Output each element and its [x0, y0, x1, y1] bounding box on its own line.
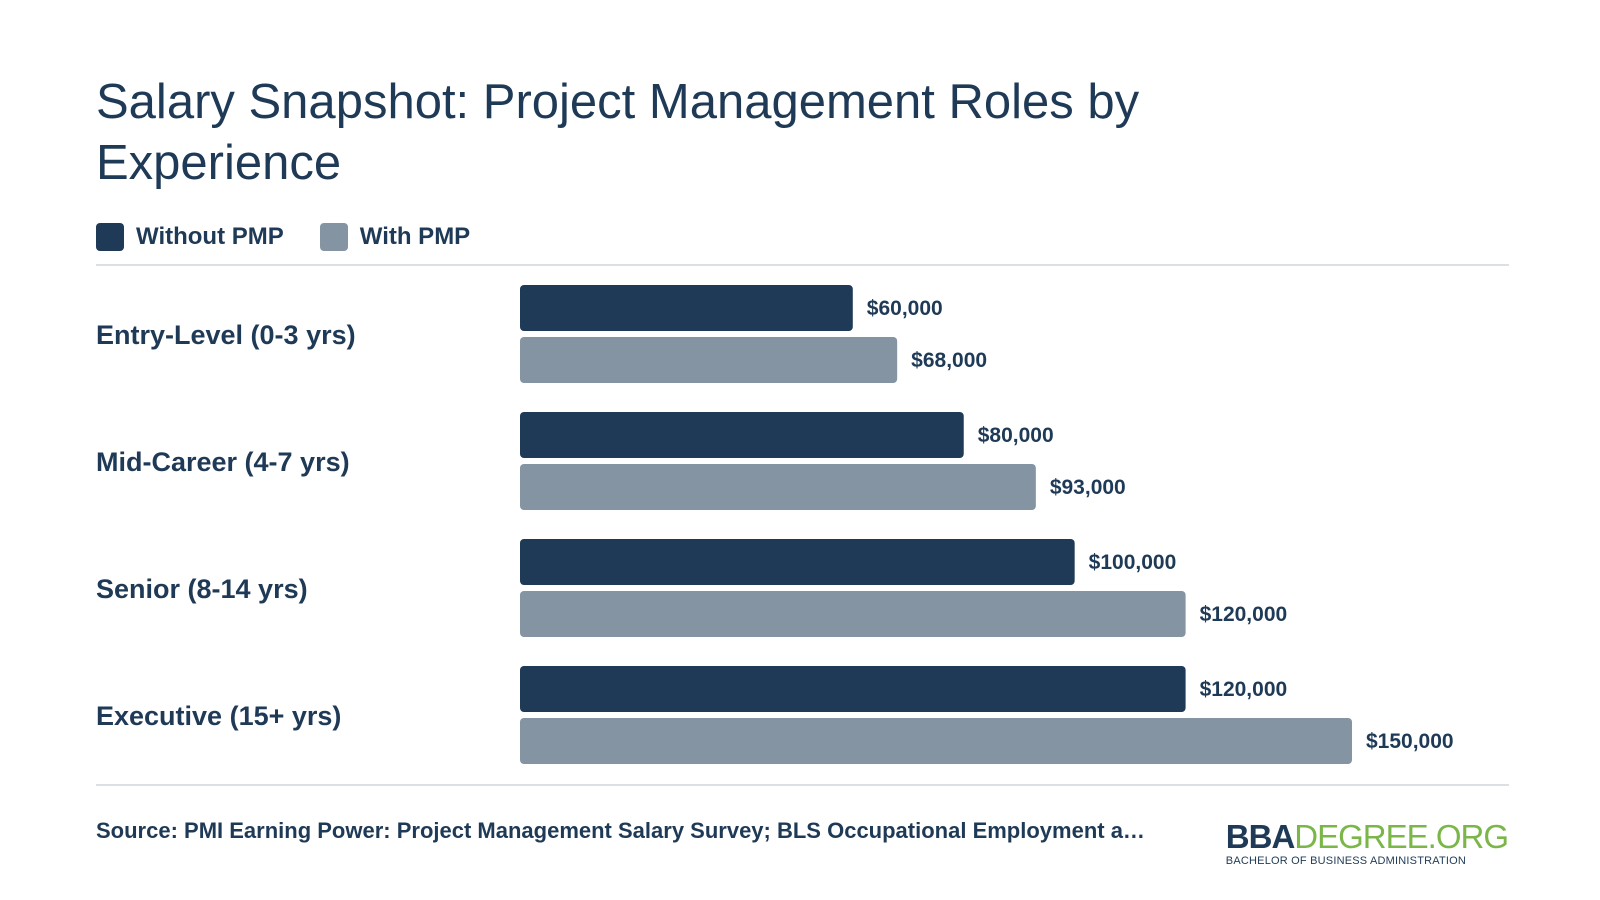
bar-without-pmp-mid-career-4-7-yrs	[520, 412, 964, 458]
legend-swatch-with-pmp	[319, 223, 348, 251]
logo-bba: BBA	[1225, 818, 1295, 855]
bar-with-pmp-mid-career-4-7-yrs	[520, 464, 1036, 510]
bottom-divider	[96, 784, 1509, 786]
value-label-with-pmp-mid-career-4-7-yrs: $93,000	[1050, 476, 1126, 499]
value-label-without-pmp-executive-15-yrs: $120,000	[1200, 678, 1288, 701]
category-label-mid-career-4-7-yrs: Mid-Career (4-7 yrs)	[96, 447, 350, 477]
logo-tagline: BACHELOR OF BUSINESS ADMINISTRATION	[1225, 855, 1467, 867]
value-label-without-pmp-mid-career-4-7-yrs: $80,000	[978, 424, 1054, 447]
top-divider	[96, 264, 1509, 266]
legend: Without PMP With PMP	[96, 223, 506, 251]
logo-degree: DEGREE.ORG	[1294, 818, 1509, 855]
legend-item-without-pmp: Without PMP	[96, 223, 284, 251]
source-note: Source: PMI Earning Power: Project Manag…	[96, 818, 1145, 843]
category-label-entry-level-0-3-yrs: Entry-Level (0-3 yrs)	[96, 320, 356, 350]
legend-swatch-without-pmp	[96, 223, 124, 251]
value-label-with-pmp-entry-level-0-3-yrs: $68,000	[911, 349, 987, 372]
bar-with-pmp-entry-level-0-3-yrs	[520, 337, 898, 383]
legend-item-with-pmp: With PMP	[319, 223, 471, 251]
value-label-without-pmp-entry-level-0-3-yrs: $60,000	[867, 297, 943, 320]
legend-label-without-pmp: Without PMP	[136, 223, 284, 250]
category-label-executive-15-yrs: Executive (15+ yrs)	[96, 701, 341, 731]
value-label-with-pmp-executive-15-yrs: $150,000	[1366, 730, 1454, 753]
value-label-with-pmp-senior-8-14-yrs: $120,000	[1200, 603, 1288, 626]
logo-wordmark: BBADEGREE.ORG	[1225, 818, 1509, 855]
category-label-senior-8-14-yrs: Senior (8-14 yrs)	[96, 574, 308, 604]
bar-without-pmp-entry-level-0-3-yrs	[520, 285, 853, 331]
bbadegree-logo: BBADEGREE.ORG BACHELOR OF BUSINESS ADMIN…	[1225, 818, 1509, 868]
legend-label-with-pmp: With PMP	[359, 223, 471, 250]
bar-with-pmp-senior-8-14-yrs	[520, 591, 1186, 637]
value-label-without-pmp-senior-8-14-yrs: $100,000	[1089, 551, 1177, 574]
bar-without-pmp-senior-8-14-yrs	[520, 539, 1075, 585]
chart-title: Salary Snapshot: Project Management Role…	[96, 75, 1140, 190]
bar-with-pmp-executive-15-yrs	[520, 718, 1352, 764]
bar-without-pmp-executive-15-yrs	[520, 666, 1186, 712]
